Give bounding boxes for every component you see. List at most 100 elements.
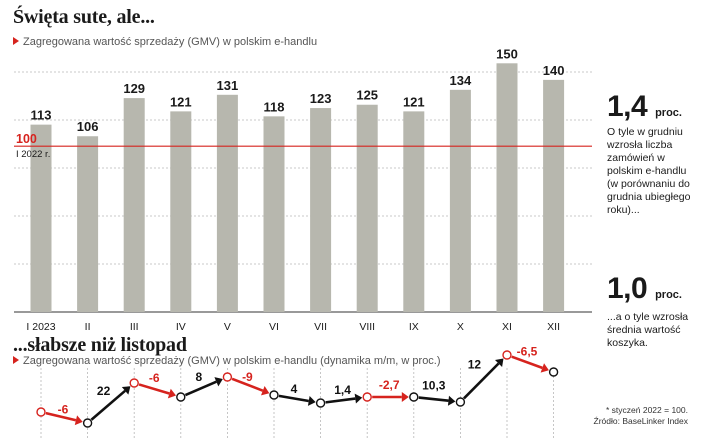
- stat1-number: 1,4: [607, 90, 648, 123]
- change-value-label: 10,3: [422, 379, 446, 393]
- arrowhead: [121, 386, 131, 395]
- change-arrow: [45, 411, 77, 422]
- bottom-chart-subtitle: Zagregowana wartość sprzedaży (GMV) w po…: [13, 355, 441, 367]
- line-node: [502, 350, 512, 360]
- triangle-marker-icon: [13, 356, 19, 364]
- bar-value-label: 121: [170, 94, 192, 109]
- change-value-label: 22: [97, 384, 111, 398]
- bottom-chart-title: ...słabsze niż listopad: [13, 334, 187, 356]
- x-tick-label: V: [224, 321, 231, 333]
- change-value-label: -6: [58, 403, 69, 417]
- bar: [403, 111, 425, 312]
- reference-period-label: I 2022 r.: [16, 149, 50, 160]
- stat1-unit: proc.: [655, 107, 682, 119]
- stat1-value: 1,4 proc.: [607, 90, 682, 124]
- x-tick-label: VII: [314, 321, 327, 333]
- reference-value-label: 100: [16, 132, 37, 146]
- x-tick-label: X: [457, 321, 464, 333]
- bar-value-label: 140: [543, 63, 565, 78]
- stat1-description: O tyle w grudniu wzrosła liczba zamówień…: [607, 126, 691, 216]
- change-arrow: [278, 394, 309, 403]
- top-chart-subtitle-text: Zagregowana wartość sprzedaży (GMV) w po…: [23, 36, 318, 48]
- x-tick-label: XI: [502, 321, 512, 333]
- line-node: [36, 407, 46, 417]
- triangle-marker-icon: [13, 37, 19, 45]
- bar-value-label: 131: [217, 78, 239, 93]
- line-node: [362, 392, 372, 402]
- x-tick-label: VI: [269, 321, 279, 333]
- stat2-value: 1,0 proc.: [607, 272, 682, 306]
- bar-value-label: 106: [77, 119, 99, 134]
- change-arrow: [90, 389, 126, 421]
- arrowhead: [447, 395, 456, 406]
- x-tick-label: IV: [176, 321, 186, 333]
- bar: [170, 111, 192, 312]
- change-value-label: -9: [242, 370, 253, 384]
- bar-value-label: 118: [264, 99, 285, 114]
- footnote-definition: * styczeń 2022 = 100.: [606, 405, 688, 415]
- change-arrow: [184, 380, 217, 397]
- arrowhead: [401, 392, 409, 402]
- change-arrow: [462, 362, 500, 400]
- change-arrow: [231, 377, 264, 392]
- bar: [543, 79, 565, 312]
- line-node: [176, 392, 186, 402]
- top-chart-subtitle: Zagregowana wartość sprzedaży (GMV) w po…: [13, 36, 317, 48]
- arrowhead: [167, 388, 177, 399]
- x-tick-label: XII: [547, 321, 560, 333]
- bottom-chart-subtitle-text: Zagregowana wartość sprzedaży (GMV) w po…: [23, 355, 441, 367]
- bar: [216, 94, 238, 312]
- arrowhead: [354, 393, 363, 404]
- arrowhead: [495, 358, 504, 368]
- line-node: [315, 398, 326, 408]
- x-tick-label: III: [130, 321, 139, 333]
- bar: [123, 98, 145, 312]
- change-value-label: 8: [195, 370, 202, 384]
- x-tick-label: I 2023: [26, 321, 55, 333]
- line-node: [548, 367, 559, 377]
- arrowhead: [74, 415, 83, 426]
- x-tick-label: VIII: [359, 321, 375, 333]
- change-arrow: [511, 355, 543, 370]
- bar-value-label: 134: [450, 73, 472, 88]
- bar-value-label: 125: [356, 88, 378, 103]
- change-value-label: -6: [149, 371, 160, 385]
- change-value-label: -6,5: [517, 345, 538, 359]
- bar-value-label: 113: [31, 108, 52, 123]
- line-node: [455, 397, 466, 407]
- bar: [449, 89, 471, 312]
- line-node: [222, 372, 233, 382]
- bar-value-label: 121: [403, 94, 425, 109]
- bar: [77, 136, 99, 312]
- footnote-source: Źródło: BaseLinker Index: [593, 416, 689, 426]
- change-value-label: 4: [291, 382, 298, 396]
- change-arrow: [418, 396, 449, 403]
- arrowhead: [307, 396, 316, 406]
- bar: [496, 63, 518, 313]
- x-tick-label: IX: [409, 321, 419, 333]
- arrowhead: [540, 363, 549, 373]
- stat2-description: ...a o tyle wzrosła średnia wartość kosz…: [607, 311, 689, 349]
- line-node: [82, 418, 93, 428]
- change-value-label: -2,7: [379, 378, 400, 392]
- change-arrow: [325, 397, 356, 404]
- bar: [356, 104, 378, 312]
- stat2-unit: proc.: [655, 289, 682, 301]
- line-node: [409, 392, 419, 402]
- bar-value-label: 123: [310, 91, 332, 106]
- bar: [310, 108, 332, 312]
- change-value-label: 12: [468, 358, 482, 372]
- bar: [30, 124, 52, 313]
- stat2-number: 1,0: [607, 272, 648, 305]
- change-value-label: 1,4: [334, 383, 351, 397]
- bar: [263, 116, 285, 312]
- bar-value-label: 150: [496, 46, 518, 61]
- footnote: * styczeń 2022 = 100. Źródło: BaseLinker…: [594, 405, 689, 427]
- line-node: [129, 378, 139, 388]
- top-chart-title: Święta sute, ale...: [13, 6, 155, 28]
- arrowhead: [261, 386, 270, 396]
- arrowhead: [214, 377, 223, 387]
- bar-value-label: 129: [123, 81, 145, 96]
